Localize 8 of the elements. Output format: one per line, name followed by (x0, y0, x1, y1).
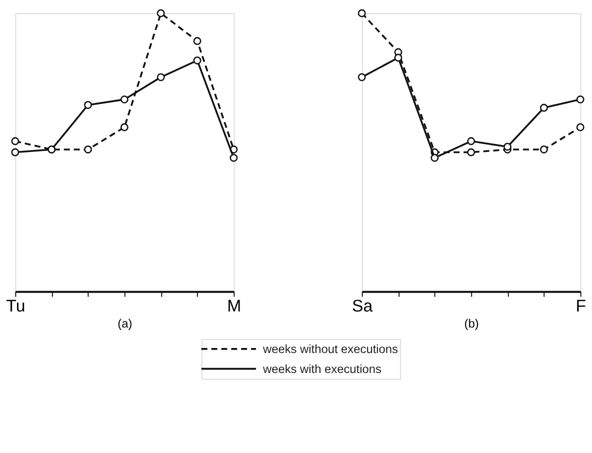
x-tick-label: Sa (352, 296, 374, 316)
legend-label: weeks without executions (262, 342, 398, 356)
x-tick-label: Tu (6, 296, 26, 316)
legend-label: weeks with executions (262, 362, 382, 376)
x-axis-title: (b) (464, 316, 479, 331)
x-axis-title: (a) (118, 316, 132, 331)
x-tick-label: F (576, 296, 586, 316)
x-tick-label: M (227, 296, 242, 316)
